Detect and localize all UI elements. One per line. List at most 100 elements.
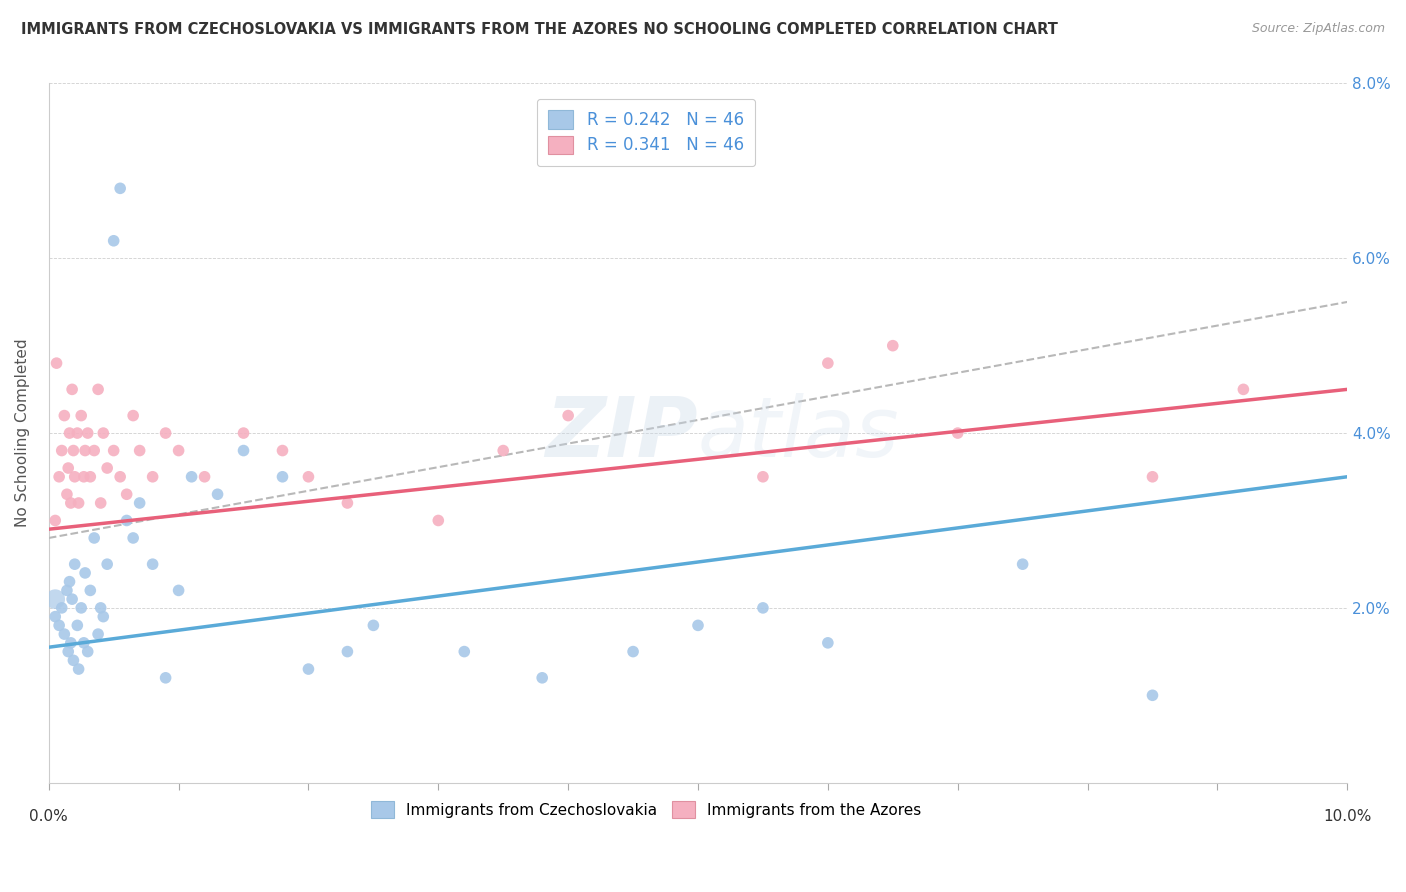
Point [91,609,114,624]
Point [60,383,83,397]
Point [128,443,150,458]
Point [60,592,83,607]
Point [91,426,114,441]
Point [122,531,145,545]
Point [1142,688,1164,702]
Text: 0.0%: 0.0% [30,809,67,824]
Point [87,627,110,641]
Point [79,583,101,598]
Point [70,600,93,615]
Point [44,609,66,624]
Point [53,627,76,641]
Point [67,496,90,510]
Point [336,496,359,510]
Point [59,636,82,650]
Point [142,557,165,571]
Point [1011,557,1033,571]
Point [58,574,80,589]
Point [79,470,101,484]
Point [207,487,229,501]
Point [44,513,66,527]
Point [48,470,70,484]
Point [297,470,319,484]
Point [73,470,96,484]
Point [90,496,112,510]
Text: Source: ZipAtlas.com: Source: ZipAtlas.com [1251,22,1385,36]
Text: IMMIGRANTS FROM CZECHOSLOVAKIA VS IMMIGRANTS FROM THE AZORES NO SCHOOLING COMPLE: IMMIGRANTS FROM CZECHOSLOVAKIA VS IMMIGR… [21,22,1057,37]
Point [66,426,89,441]
Legend: Immigrants from Czechoslovakia, Immigrants from the Azores: Immigrants from Czechoslovakia, Immigran… [364,795,928,824]
Point [155,671,177,685]
Point [51,443,73,458]
Point [232,443,254,458]
Point [336,644,359,658]
Point [63,470,86,484]
Point [67,662,90,676]
Point [83,443,105,458]
Point [75,566,97,580]
Point [62,443,84,458]
Text: 10.0%: 10.0% [1323,809,1371,824]
Point [103,443,125,458]
Point [76,426,98,441]
Y-axis label: No Schooling Completed: No Schooling Completed [15,339,30,527]
Point [48,618,70,632]
Point [271,470,294,484]
Point [53,409,76,423]
Point [297,662,319,676]
Point [817,636,839,650]
Point [103,234,125,248]
Point [882,339,904,353]
Point [96,557,118,571]
Point [155,426,177,441]
Point [167,443,190,458]
Point [58,644,80,658]
Point [56,583,79,598]
Point [58,426,80,441]
Point [76,644,98,658]
Point [90,600,112,615]
Point [66,618,89,632]
Point [58,461,80,475]
Point [44,592,66,607]
Point [817,356,839,370]
Point [453,644,475,658]
Point [70,409,93,423]
Point [87,383,110,397]
Point [142,470,165,484]
Point [51,600,73,615]
Point [115,487,138,501]
Point [83,531,105,545]
Point [122,409,145,423]
Point [62,653,84,667]
Point [621,644,644,658]
Point [75,443,97,458]
Text: atlas: atlas [697,392,900,474]
Point [115,513,138,527]
Point [180,470,202,484]
Point [427,513,450,527]
Point [752,470,775,484]
Point [45,356,67,370]
Point [557,409,579,423]
Point [531,671,554,685]
Point [96,461,118,475]
Point [56,487,79,501]
Point [1142,470,1164,484]
Point [1232,383,1254,397]
Point [492,443,515,458]
Point [363,618,385,632]
Point [232,426,254,441]
Point [167,583,190,598]
Point [128,496,150,510]
Point [752,600,775,615]
Point [271,443,294,458]
Point [73,636,96,650]
Point [59,496,82,510]
Point [193,470,215,484]
Point [63,557,86,571]
Point [686,618,709,632]
Point [946,426,969,441]
Point [108,181,131,195]
Text: ZIP: ZIP [546,392,697,474]
